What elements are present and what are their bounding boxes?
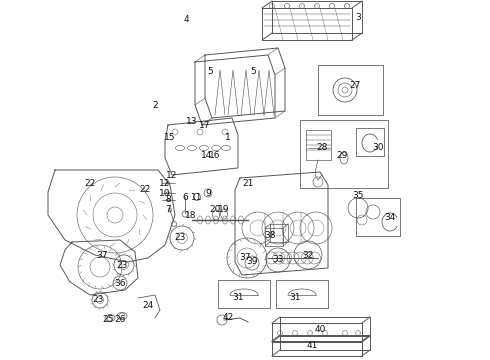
Text: 27: 27 (349, 81, 361, 90)
Text: 40: 40 (314, 325, 326, 334)
Text: 9: 9 (205, 189, 211, 198)
Text: 31: 31 (232, 293, 244, 302)
Text: 5: 5 (207, 68, 213, 77)
Text: 36: 36 (114, 279, 126, 288)
Text: 34: 34 (384, 213, 396, 222)
Text: 31: 31 (289, 293, 301, 302)
Text: 6: 6 (182, 193, 188, 202)
Text: 37: 37 (239, 253, 251, 262)
Text: 10: 10 (159, 189, 171, 198)
Text: 33: 33 (272, 256, 284, 265)
Text: 11: 11 (191, 193, 203, 202)
Text: 8: 8 (165, 195, 171, 204)
Text: 12: 12 (159, 179, 171, 188)
Text: 28: 28 (317, 144, 328, 153)
Text: 18: 18 (185, 211, 197, 220)
Text: 32: 32 (302, 251, 314, 260)
Text: 17: 17 (199, 122, 211, 130)
Text: 20: 20 (209, 206, 220, 215)
Text: 22: 22 (84, 179, 96, 188)
Text: 30: 30 (372, 144, 384, 153)
Text: 29: 29 (336, 150, 348, 159)
Text: 42: 42 (222, 314, 234, 323)
Text: 23: 23 (92, 296, 104, 305)
Bar (300, 120, 388, 188)
Text: 4: 4 (183, 15, 189, 24)
Text: 26: 26 (114, 315, 126, 324)
Text: 7: 7 (165, 206, 171, 215)
Text: 23: 23 (174, 234, 186, 243)
Text: 14: 14 (201, 150, 213, 159)
Text: 25: 25 (102, 315, 114, 324)
Text: 2: 2 (152, 100, 158, 109)
Text: 19: 19 (218, 206, 230, 215)
Text: 38: 38 (264, 230, 276, 239)
Bar (318, 65, 383, 115)
Text: 22: 22 (139, 185, 150, 194)
Text: 12: 12 (166, 171, 178, 180)
Text: 5: 5 (250, 68, 256, 77)
Text: 23: 23 (116, 261, 128, 270)
Text: 24: 24 (143, 301, 154, 310)
Bar (306, 130, 331, 160)
Bar (356, 198, 400, 236)
Text: 37: 37 (96, 251, 108, 260)
Text: 16: 16 (209, 150, 221, 159)
Bar (276, 280, 328, 308)
Text: 35: 35 (352, 190, 364, 199)
Bar (356, 128, 384, 156)
Text: 41: 41 (306, 341, 318, 350)
Bar (218, 280, 270, 308)
Text: 15: 15 (164, 134, 176, 143)
Text: 3: 3 (355, 13, 361, 22)
Text: 1: 1 (225, 134, 231, 143)
Text: 21: 21 (243, 179, 254, 188)
Text: 39: 39 (246, 257, 258, 266)
Text: 13: 13 (186, 117, 198, 126)
